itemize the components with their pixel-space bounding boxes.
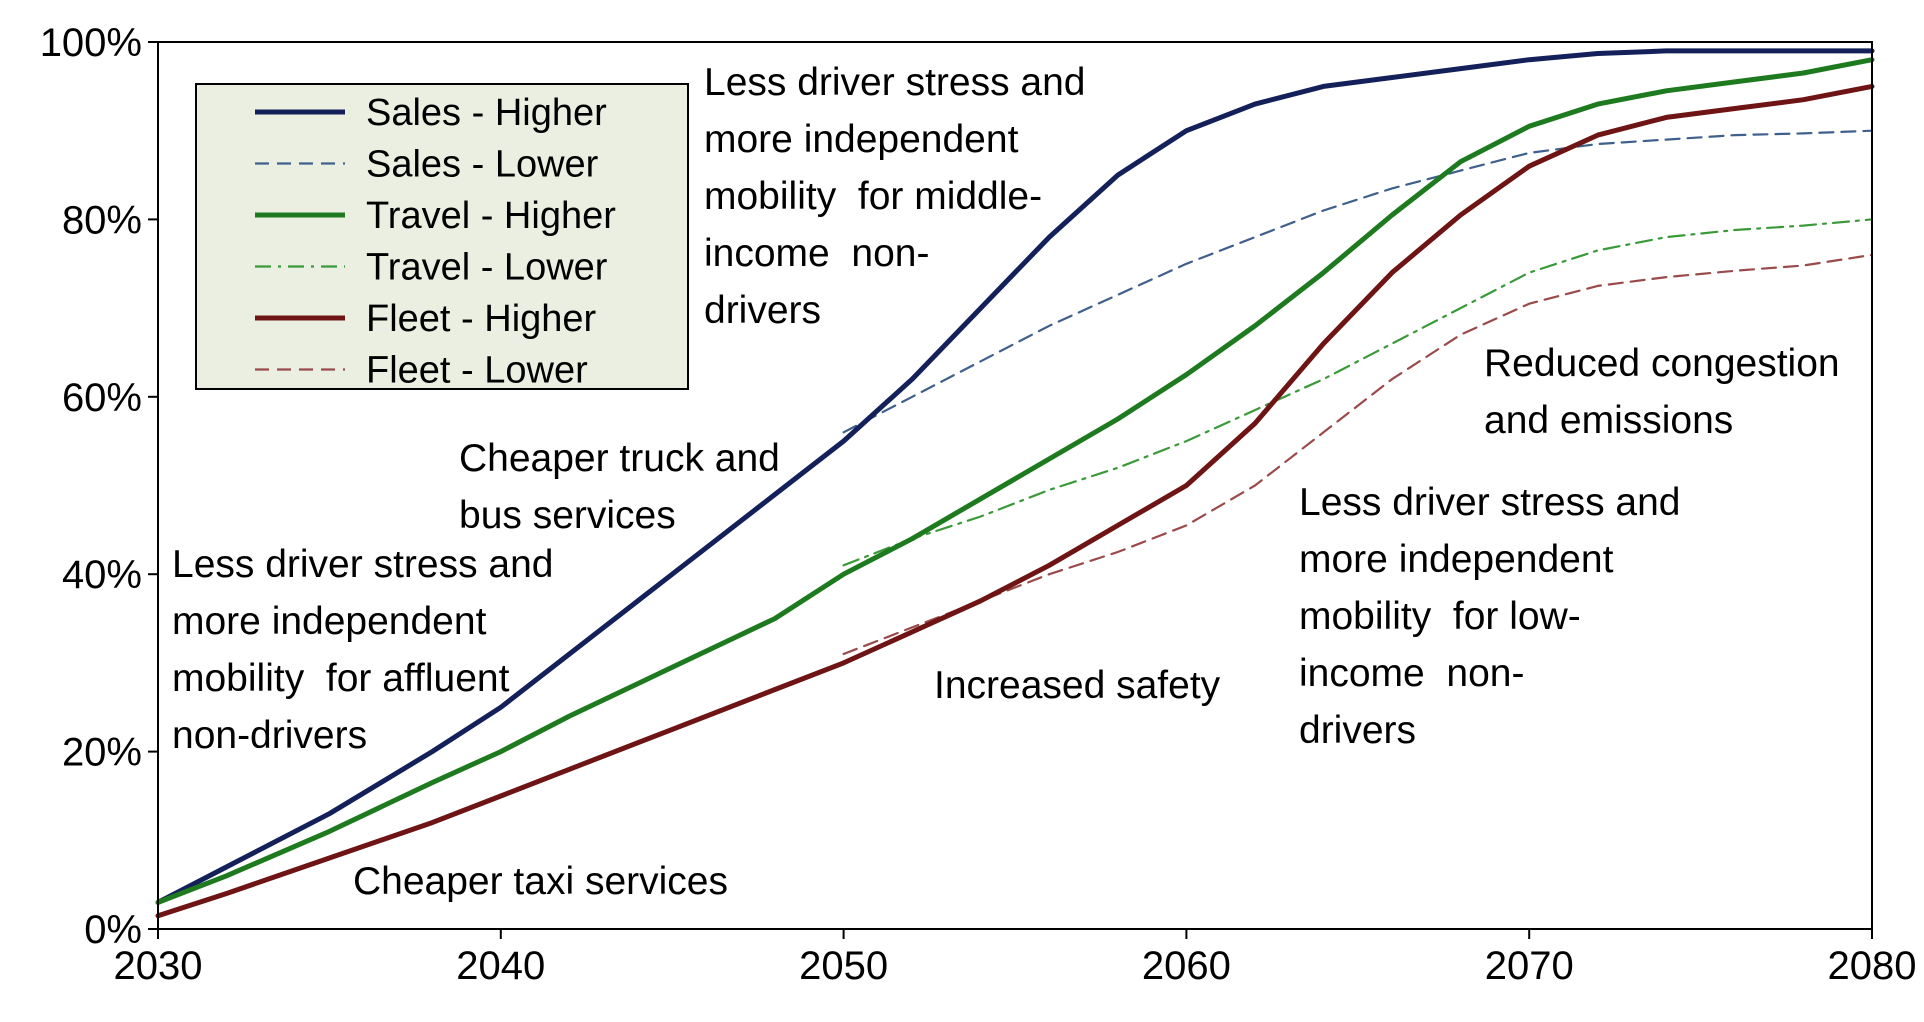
- legend-label: Fleet - Lower: [366, 350, 588, 392]
- series-line-fleet-higher: [155, 83, 1875, 919]
- annotation-line: Cheaper taxi services: [353, 860, 728, 903]
- annotation-line: more independent: [1299, 538, 1614, 581]
- annotation-line: Increased safety: [934, 664, 1221, 707]
- series-line-sales-lower: [842, 129, 1874, 434]
- x-tick-label: 2040: [456, 944, 545, 988]
- annotation-line: mobility for middle-: [704, 175, 1042, 218]
- annotation-line: income non-: [1299, 652, 1524, 695]
- annotation-line: more independent: [172, 600, 487, 643]
- y-tick-label: 20%: [62, 731, 142, 775]
- annotation: Cheaper taxi services: [353, 860, 728, 903]
- annotation-line: drivers: [1299, 709, 1416, 752]
- x-axis: 2030 2040 2050 2060 2070 2080: [114, 929, 1917, 988]
- series-line-travel-higher: [155, 57, 1875, 905]
- y-tick-label: 0%: [84, 908, 142, 952]
- series-line-fleet-lower: [842, 253, 1874, 656]
- legend: Sales - Higher Sales - Lower Travel - High…: [195, 83, 689, 392]
- annotations: Less driver stress and more independent mo…: [172, 61, 1840, 903]
- series-line-travel-lower: [842, 218, 1874, 567]
- annotation: Cheaper truck and bus services: [459, 437, 780, 537]
- annotation: Less driver stress and more independent mo…: [704, 61, 1086, 332]
- legend-label: Sales - Lower: [366, 144, 599, 186]
- annotation-line: non-drivers: [172, 714, 367, 757]
- plot-frame: [157, 41, 1873, 930]
- annotation: Reduced congestion and emissions: [1484, 342, 1840, 442]
- annotation: Increased safety: [934, 664, 1221, 707]
- y-tick-label: 100%: [40, 21, 142, 65]
- annotation-line: mobility for affluent: [172, 657, 510, 700]
- x-tick-label: 2030: [114, 944, 203, 988]
- annotation-line: drivers: [704, 289, 821, 332]
- annotation-line: Less driver stress and: [172, 543, 554, 586]
- legend-label: Travel - Higher: [366, 195, 616, 237]
- annotation-line: mobility for low-: [1299, 595, 1581, 638]
- annotation-line: bus services: [459, 494, 676, 537]
- annotation-line: Less driver stress and: [704, 61, 1086, 104]
- x-tick-label: 2060: [1142, 944, 1231, 988]
- series-line-sales-higher: [155, 48, 1875, 905]
- legend-box: [195, 83, 689, 390]
- annotation: Less driver stress and more independent mo…: [172, 543, 554, 757]
- legend-label: Travel - Lower: [366, 247, 608, 289]
- y-tick-label: 60%: [62, 376, 142, 420]
- y-tick-label: 40%: [62, 553, 142, 597]
- annotation-line: Less driver stress and: [1299, 481, 1681, 524]
- y-tick-label: 80%: [62, 198, 142, 242]
- annotation-line: Reduced congestion: [1484, 342, 1840, 385]
- x-tick-label: 2070: [1485, 944, 1574, 988]
- annotation: Less driver stress and more independent mo…: [1299, 481, 1681, 752]
- series-layer: [155, 48, 1875, 919]
- legend-label: Sales - Higher: [366, 92, 607, 134]
- annotation-line: income non-: [704, 232, 929, 275]
- x-tick-label: 2050: [799, 944, 888, 988]
- annotation-line: more independent: [704, 118, 1019, 161]
- legend-label: Fleet - Higher: [366, 298, 597, 340]
- y-axis: 0% 20% 40% 60% 80% 100%: [40, 21, 158, 952]
- x-tick-label: 2080: [1828, 944, 1917, 988]
- annotation-line: Cheaper truck and: [459, 437, 780, 480]
- annotation-line: and emissions: [1484, 399, 1733, 442]
